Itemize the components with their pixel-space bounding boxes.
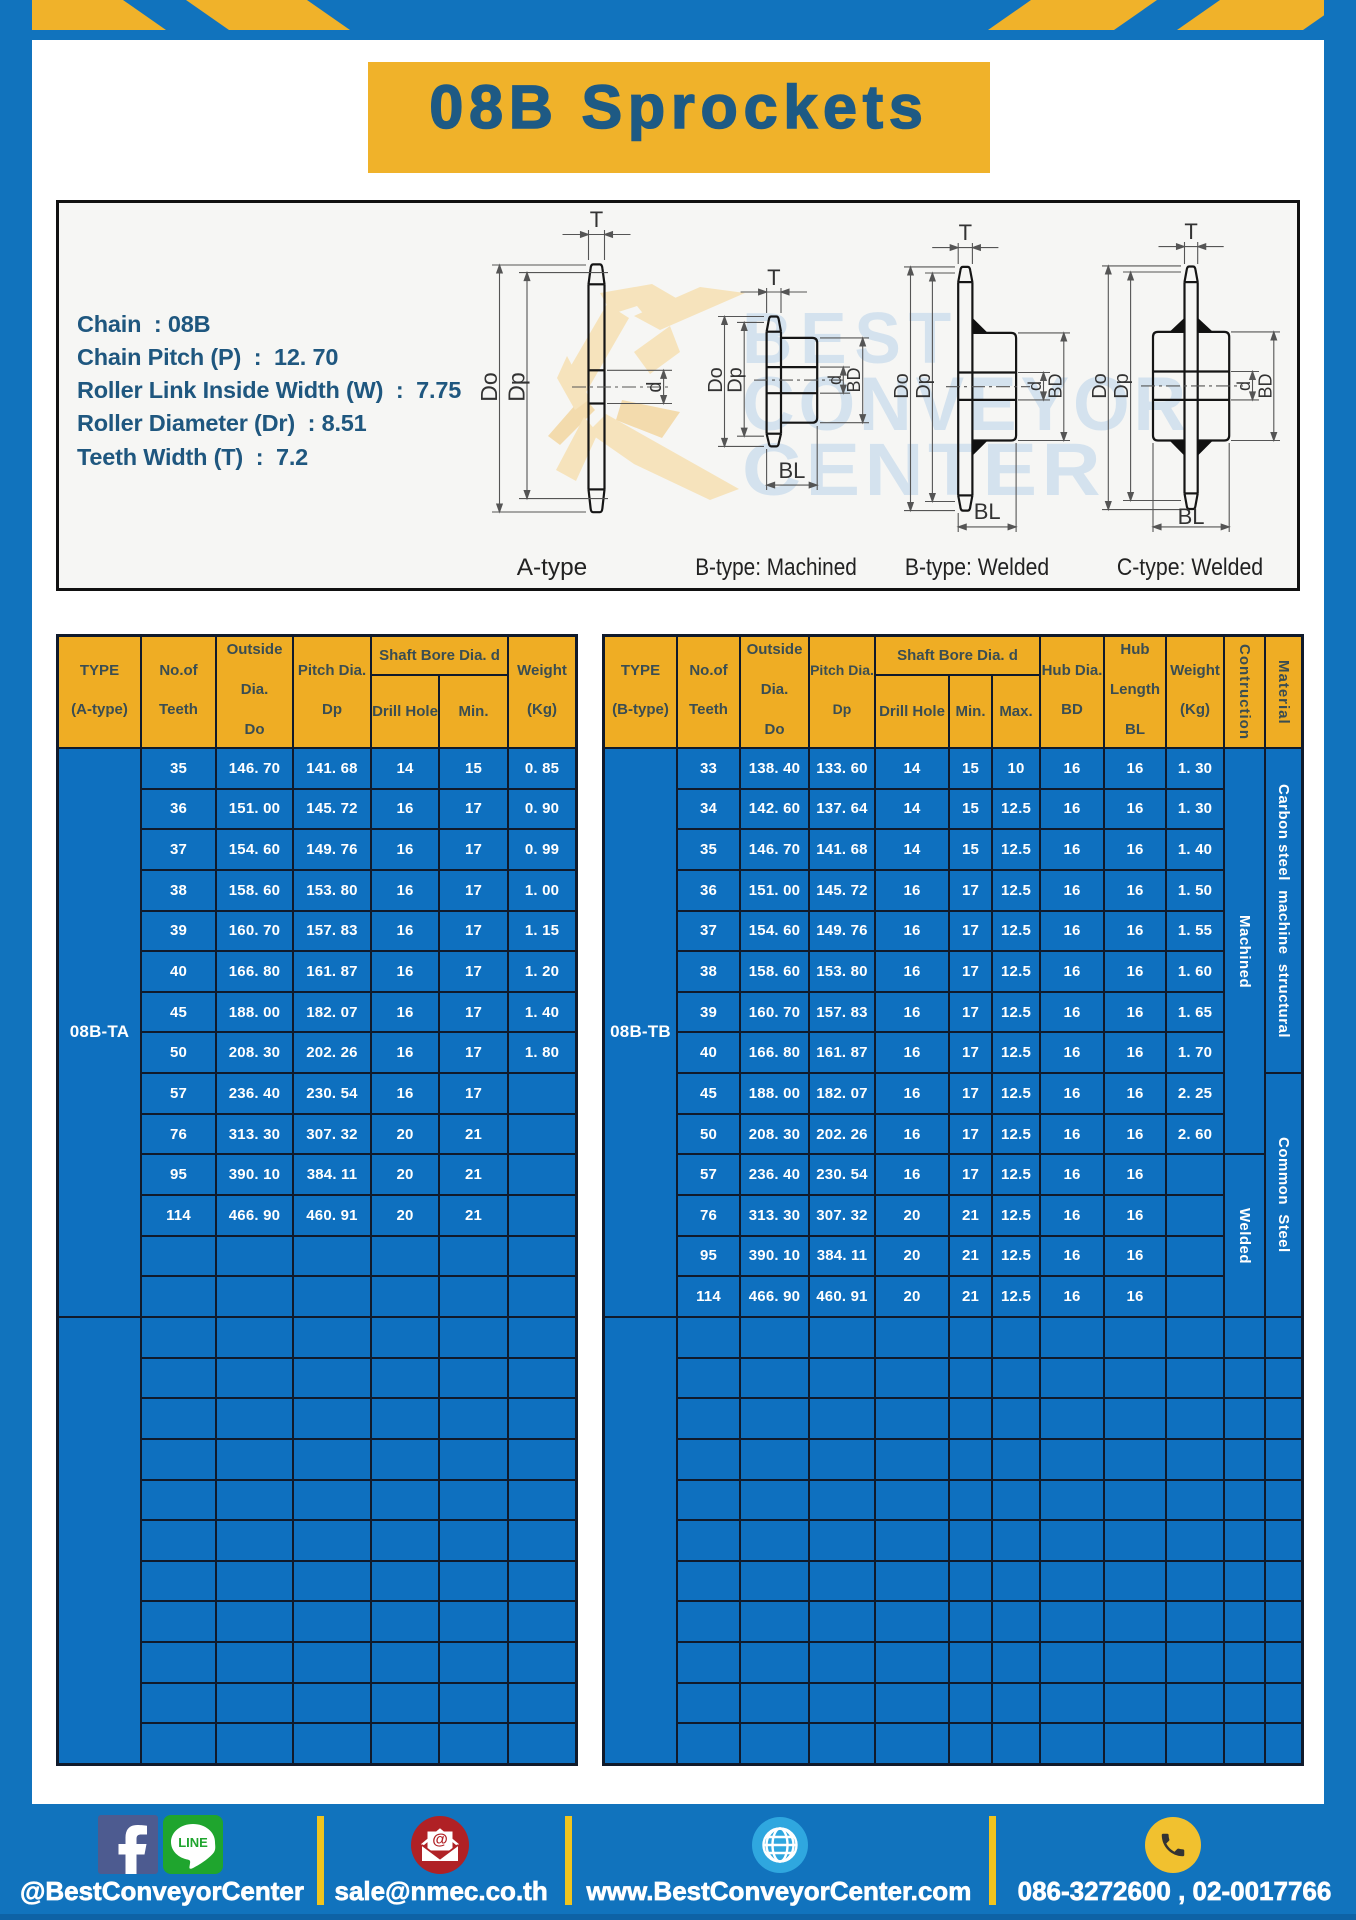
svg-text:Dp: Dp: [1111, 373, 1133, 399]
svg-text:BL: BL: [1178, 504, 1205, 529]
svg-text:B-type: Welded: B-type: Welded: [905, 554, 1049, 581]
svg-text:@: @: [432, 1832, 448, 1849]
svg-text:Do: Do: [1089, 373, 1111, 399]
svg-text:LINE: LINE: [178, 1835, 208, 1850]
svg-text:BD: BD: [844, 367, 864, 392]
svg-text:d: d: [644, 381, 666, 392]
svg-text:T: T: [590, 207, 603, 232]
svg-text:T: T: [1184, 219, 1197, 244]
svg-text:Do: Do: [705, 367, 727, 393]
svg-text:Dp: Dp: [725, 367, 747, 393]
svg-text:BEST: BEST: [742, 299, 959, 379]
svg-text:CONVEYOR: CONVEYOR: [742, 362, 1190, 447]
svg-text:CENTER: CENTER: [742, 428, 1105, 511]
svg-text:BL: BL: [974, 499, 1001, 524]
svg-text:B-type: Machined: B-type: Machined: [695, 554, 857, 581]
svg-text:Do: Do: [476, 372, 502, 401]
svg-text:d: d: [1234, 381, 1254, 391]
svg-text:BD: BD: [1045, 373, 1065, 398]
svg-text:A-type: A-type: [517, 554, 588, 581]
svg-text:Dp: Dp: [504, 372, 530, 401]
svg-text:Do: Do: [891, 373, 913, 399]
svg-text:Dp: Dp: [913, 373, 935, 399]
svg-text:BL: BL: [778, 458, 805, 483]
svg-text:T: T: [959, 220, 972, 245]
svg-text:BD: BD: [1255, 373, 1275, 398]
svg-text:C-type: Welded: C-type: Welded: [1117, 554, 1263, 581]
svg-text:T: T: [767, 265, 780, 290]
svg-text:d: d: [825, 375, 845, 385]
svg-text:d: d: [1025, 381, 1045, 391]
